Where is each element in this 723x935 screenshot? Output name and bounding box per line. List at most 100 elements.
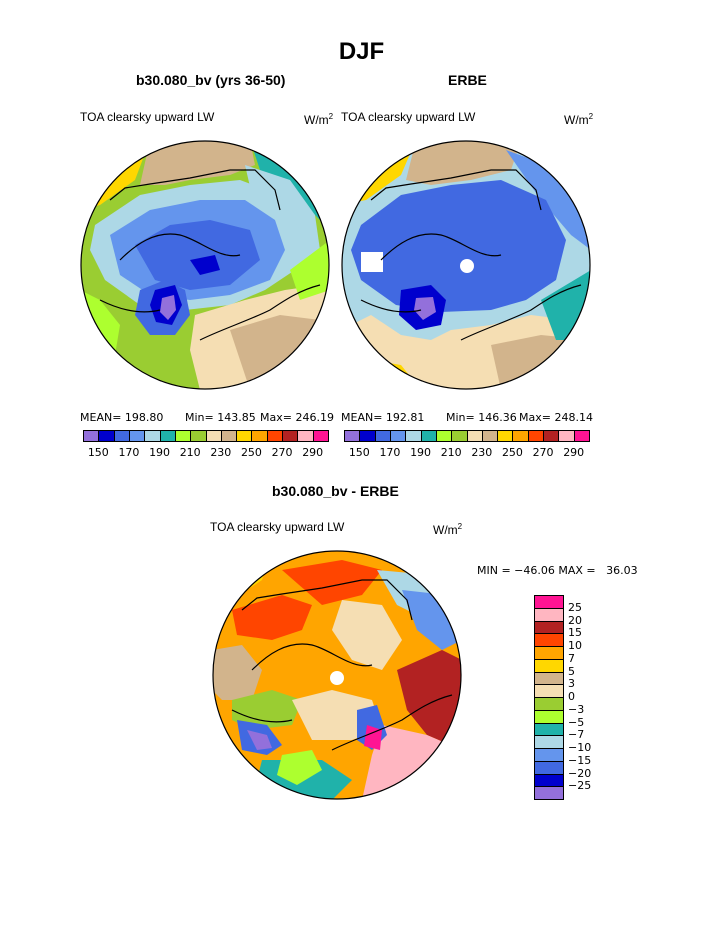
panel2-colorbar-box bbox=[512, 430, 529, 442]
panel3-field-purple-sw bbox=[247, 730, 272, 750]
panel1-mean: MEAN= 198.80 bbox=[80, 411, 164, 424]
panel3-coastlines bbox=[231, 579, 453, 751]
panel1-colorbar-box bbox=[159, 430, 176, 442]
panel3-field-firebrick-e bbox=[397, 650, 461, 750]
panel1-max: Max= 246.19 bbox=[260, 411, 334, 424]
panel2-pole-missing bbox=[460, 259, 474, 273]
panel2-colorbar-tick-label: 190 bbox=[410, 446, 432, 459]
panel3-colorbar-box bbox=[534, 697, 564, 711]
panel2-colorbar bbox=[344, 430, 590, 442]
panel3-field-lime-s bbox=[277, 750, 322, 785]
panel3-colorbar-box bbox=[534, 646, 564, 660]
panel3-colorbar-box bbox=[534, 671, 564, 686]
panel3-colorbar-tick-label: 0 bbox=[568, 690, 575, 703]
panel2-map-border bbox=[341, 140, 591, 390]
panel3-field-wheat-center bbox=[332, 600, 402, 670]
panel1-colorbar-tick-label: 210 bbox=[179, 446, 201, 459]
panel2-mean: MEAN= 192.81 bbox=[341, 411, 425, 424]
panel1-colorbar-box bbox=[220, 430, 238, 442]
panel2-field-missing-west bbox=[361, 252, 383, 272]
panel1-title: b30.080_bv (yrs 36-50) bbox=[136, 72, 286, 88]
panel2-min: Min= 146.36 bbox=[446, 411, 517, 424]
panel1-colorbar-box bbox=[174, 430, 192, 442]
panel2-colorbar-tick-label: 170 bbox=[379, 446, 401, 459]
panel1-colorbar-tick-label: 150 bbox=[87, 446, 109, 459]
panel3-colorbar-tick-label: 5 bbox=[568, 664, 575, 678]
panel1-coastlines bbox=[99, 169, 321, 341]
panel1-field-royalblue bbox=[135, 220, 260, 290]
panel2-colorbar-box bbox=[527, 430, 545, 442]
panel1-colorbar-box bbox=[312, 430, 329, 442]
panel2-max: Max= 248.14 bbox=[519, 411, 593, 424]
panel3-colorbar-tick-label: −3 bbox=[568, 702, 585, 716]
panel1-field-tan-n bbox=[140, 141, 255, 185]
panel1-colorbar-tick-label: 230 bbox=[210, 446, 232, 459]
panel2-title: ERBE bbox=[448, 72, 487, 88]
panel1-variable-label: TOA clearsky upward LW bbox=[80, 110, 215, 124]
panel3-colorbar-tick-label: 20 bbox=[568, 613, 582, 627]
panel2-colorbar-box bbox=[359, 430, 376, 442]
panel2-colorbar-tick-label: 250 bbox=[501, 446, 523, 459]
panel3-map-border bbox=[212, 550, 462, 800]
panel3-colorbar-tick-label: 7 bbox=[568, 651, 575, 665]
panel1-colorbar-tick-label: 190 bbox=[149, 446, 171, 459]
panel1-colorbar-box bbox=[98, 430, 115, 442]
panel3-colorbar-box bbox=[534, 620, 564, 635]
panel1-colorbar-tick-label: 170 bbox=[118, 446, 140, 459]
page-title: DJF bbox=[338, 38, 385, 65]
panel2-colorbar-labels: 150 170 190 210 230 250 270 290 bbox=[344, 446, 589, 460]
panel2-field-tan-n bbox=[406, 141, 521, 185]
panel3-colorbar-tick-label: −10 bbox=[568, 741, 592, 754]
panel1-colorbar-box bbox=[236, 430, 253, 442]
panel3-colorbar-tick-label: −20 bbox=[568, 766, 592, 780]
panel3-colorbar-tick-label: 3 bbox=[568, 677, 575, 691]
panel2-colorbar-tick-label: 290 bbox=[563, 446, 585, 459]
panel3-colorbar-tick-label: −15 bbox=[568, 753, 592, 767]
panel3-colorbar-box bbox=[534, 709, 564, 724]
panel1-min: Min= 143.85 bbox=[185, 411, 256, 424]
panel1-polar-map bbox=[80, 140, 330, 390]
panel3-colorbar-box bbox=[534, 748, 564, 762]
panel1-units: W/m2 bbox=[304, 112, 334, 127]
panel3-colorbar-box bbox=[534, 658, 564, 673]
panel3-title: b30.080_bv - ERBE bbox=[272, 483, 399, 499]
panel2-colorbar-tick-label: 210 bbox=[440, 446, 462, 459]
panel1-colorbar bbox=[83, 430, 329, 442]
panel2-colorbar-box bbox=[374, 430, 391, 442]
panel1-field-purple bbox=[160, 295, 176, 320]
panel3-colorbar-box bbox=[534, 633, 564, 647]
panel1-map-border bbox=[80, 140, 330, 390]
panel3-field-olive-sw bbox=[232, 690, 302, 730]
panel3-colorbar-box bbox=[534, 722, 564, 737]
panel3-polar-map bbox=[212, 550, 462, 800]
panel2-colorbar-box bbox=[558, 430, 575, 442]
panel3-colorbar-box bbox=[534, 595, 564, 609]
panel2-colorbar-box bbox=[435, 430, 453, 442]
panel3-colorbar-tick-label: 25 bbox=[568, 600, 582, 614]
panel2-field-purple bbox=[414, 297, 436, 320]
panel3-colorbar-tick-label: 15 bbox=[568, 626, 582, 640]
panel2-variable-label: TOA clearsky upward LW bbox=[341, 110, 476, 124]
panel3-colorbar-tick-label: −5 bbox=[568, 715, 585, 729]
panel2-colorbar-box bbox=[420, 430, 437, 442]
panel2-colorbar-box bbox=[466, 430, 483, 442]
panel3-colorbar-box bbox=[534, 760, 564, 775]
panel2-colorbar-box bbox=[344, 430, 361, 442]
panel3-minmax: MIN = −46.06 MAX = 36.03 bbox=[477, 564, 638, 577]
panel1-colorbar-tick-label: 270 bbox=[271, 446, 293, 459]
panel1-colorbar-box bbox=[128, 430, 146, 442]
panel2-units: W/m2 bbox=[564, 112, 594, 127]
panel2-colorbar-box bbox=[497, 430, 514, 442]
panel3-units: W/m2 bbox=[433, 522, 463, 537]
panel3-colorbar-tick-label: −7 bbox=[568, 728, 585, 742]
panel3-colorbar-box bbox=[534, 735, 564, 749]
panel3-field-tan-w bbox=[213, 645, 262, 700]
panel1-colorbar-box bbox=[113, 430, 130, 442]
panel3-colorbar-box bbox=[534, 773, 564, 788]
panel3-variable-label: TOA clearsky upward LW bbox=[210, 520, 345, 534]
panel1-colorbar-tick-label: 290 bbox=[302, 446, 324, 459]
panel2-field-royalblue bbox=[351, 180, 566, 312]
panel1-colorbar-box bbox=[266, 430, 284, 442]
panel2-colorbar-tick-label: 230 bbox=[471, 446, 493, 459]
panel3-colorbar-box bbox=[534, 607, 564, 622]
